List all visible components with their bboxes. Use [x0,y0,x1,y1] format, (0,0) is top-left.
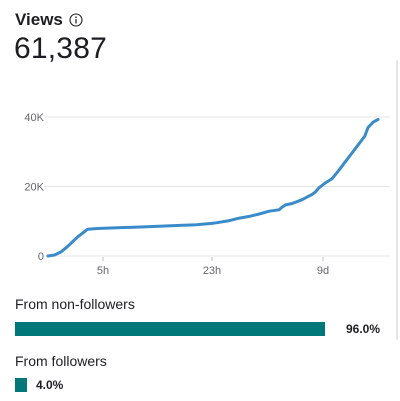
followers-label: From followers [15,353,107,369]
followers-bar-fill [15,378,27,392]
y-tick-label: 0 [38,251,44,263]
y-tick-label: 20K [24,182,44,194]
x-tick-label: 23h [203,265,221,277]
non-followers-bar-fill [15,322,325,336]
views-title: Views [15,10,63,29]
x-tick-label: 9d [317,265,329,277]
scrollbar[interactable] [396,60,398,340]
y-tick-label: 40K [24,112,44,124]
info-circle-icon[interactable] [69,13,83,27]
non-followers-bar [15,322,345,336]
views-line-chart: 0 20K 40K 5h 23h 9d [24,112,390,277]
followers-value: 4.0% [36,378,64,392]
non-followers-value: 96.0% [346,322,381,336]
x-tick-label: 5h [97,265,109,277]
views-total: 61,387 [14,32,107,65]
followers-bar [15,378,345,392]
non-followers-label: From non-followers [15,296,135,312]
views-series-line [46,117,380,258]
views-header: Views [15,10,83,30]
